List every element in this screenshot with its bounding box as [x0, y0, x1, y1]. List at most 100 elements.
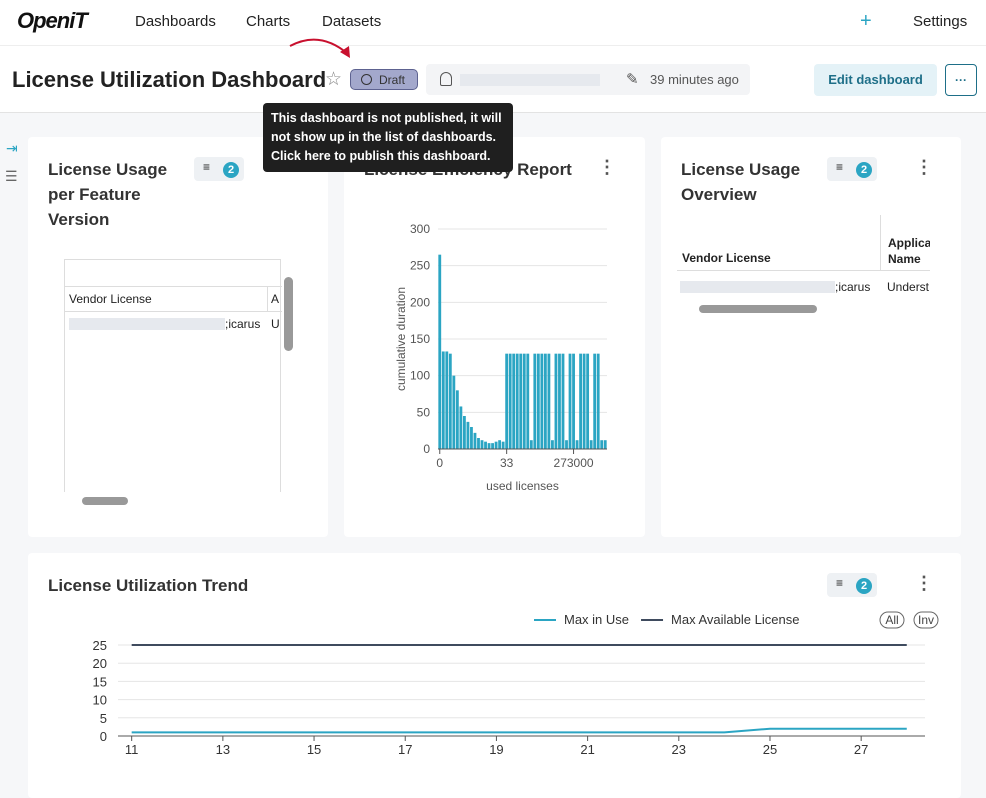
table: Vendor License A ;icarus U [64, 259, 282, 492]
bar [508, 353, 512, 449]
bar [452, 375, 456, 449]
panel: License Usage per Feature Version ≡ 2 Ven… [28, 137, 328, 537]
y-tick-label: 200 [410, 295, 430, 309]
table-cell: ;icarus [225, 317, 261, 331]
bar [473, 432, 477, 449]
y-tick-label: 100 [410, 369, 430, 383]
bar [561, 353, 565, 449]
bar [533, 353, 537, 449]
add-button[interactable]: + [860, 10, 872, 32]
header: License Utilization Dashboard ☆ Draft ✎ … [0, 46, 986, 113]
nav-bar: OpeniT Dashboards Charts Datasets + Sett… [0, 0, 986, 46]
draft-label: Draft [379, 73, 406, 87]
nav-item[interactable]: Datasets [322, 13, 382, 30]
bar [501, 441, 505, 449]
x-tick-label: 21 [580, 742, 594, 757]
bar [547, 353, 551, 449]
panel-menu[interactable]: ⋮ [915, 157, 933, 177]
nav-item[interactable]: Dashboards [135, 13, 216, 30]
table-header: Vendor License [682, 251, 771, 265]
filter-badge[interactable]: ≡ 2 [194, 157, 244, 181]
bar [466, 421, 470, 449]
edit-dashboard-button[interactable]: Edit dashboard [814, 64, 937, 96]
line-chart: 0 5 10 15 20 25 11 13 15 17 19 21 23 25 27 Max in Use Ma… [93, 611, 939, 757]
bar [505, 353, 509, 449]
y-tick-label: 5 [100, 711, 107, 726]
bar [480, 440, 484, 449]
bar [484, 441, 487, 449]
panel-menu[interactable]: ⋮ [915, 573, 933, 593]
expand-icon[interactable]: ⇥ [6, 140, 18, 156]
filter-icon[interactable]: ☰ [5, 168, 18, 184]
bar [487, 443, 491, 449]
x-tick-label: 23 [672, 742, 686, 757]
y-tick-label: 300 [410, 222, 430, 236]
panel-title: License Usage per Feature Version [48, 160, 168, 229]
legend-button[interactable] [913, 611, 939, 629]
bar [462, 416, 466, 449]
bar [441, 351, 445, 449]
filter-badge[interactable]: ≡ 2 [827, 573, 877, 597]
panel: License Usage Overview ≡ 2 ⋮ Vendor Licen… [661, 137, 961, 537]
table-header: Vendor License [69, 292, 152, 306]
table: Vendor License Applica Name ;icarus Unde… [677, 215, 930, 299]
bar [554, 353, 558, 449]
legend-button-label: Inv [918, 613, 934, 627]
user-icon [440, 72, 452, 86]
panel-title: License Usage Overview [681, 160, 801, 204]
v-scrollbar[interactable] [284, 277, 293, 351]
bar [582, 353, 586, 449]
bar [593, 353, 597, 449]
panel-menu[interactable]: ⋮ [598, 157, 616, 177]
h-scrollbar[interactable] [699, 305, 817, 313]
logo[interactable]: OpeniT [17, 8, 88, 33]
bar [529, 440, 533, 449]
blurred-cell [69, 318, 225, 330]
legend-label: Max in Use [564, 612, 629, 627]
legend-button-label: All [885, 613, 898, 627]
legend-label: Max Available License [671, 612, 799, 627]
nav-item[interactable]: Charts [246, 13, 291, 30]
bar [519, 353, 523, 449]
bar [470, 427, 473, 449]
bar [536, 353, 540, 449]
y-tick-label: 50 [417, 405, 431, 419]
modified-time: 39 minutes ago [650, 72, 739, 87]
bar [551, 440, 554, 449]
x-tick-label: 19 [489, 742, 503, 757]
bar [477, 438, 480, 449]
filter-count: 2 [856, 578, 872, 594]
bar [565, 440, 568, 449]
legend-button[interactable] [879, 611, 905, 629]
panel: License Efficiency Report ⋮ 050100150200… [344, 137, 645, 537]
bar [512, 353, 516, 449]
h-scrollbar[interactable] [82, 497, 128, 505]
bar [558, 353, 561, 449]
y-tick-label: 15 [93, 674, 107, 689]
dashboard-title: License Utilization Dashboard [12, 67, 327, 92]
more-button[interactable]: ··· [945, 64, 977, 96]
y-tick-label: 250 [410, 259, 430, 273]
x-tick-label: 13 [216, 742, 230, 757]
x-tick-label: 15 [307, 742, 321, 757]
x-tick-label: 17 [398, 742, 412, 757]
bar [448, 353, 452, 449]
bar [596, 353, 600, 449]
bar [494, 441, 498, 449]
favorite-star[interactable]: ☆ [325, 69, 343, 90]
tooltip[interactable]: This dashboard is not published, it will… [263, 103, 513, 172]
bar [522, 353, 526, 449]
bar [600, 440, 604, 449]
bar [540, 353, 544, 449]
settings-menu[interactable]: Settings [913, 13, 968, 30]
panel: License Utilization Trend ≡ 2 ⋮ 0 5 10 15 20 2… [28, 553, 961, 798]
y-tick-label: 20 [93, 656, 107, 671]
bar [572, 353, 575, 449]
filter-badge[interactable]: ≡ 2 [827, 157, 877, 181]
draft-icon [361, 74, 372, 85]
bar [603, 440, 607, 449]
bar [568, 353, 572, 449]
bar [543, 353, 547, 449]
y-tick-label: 25 [93, 638, 107, 653]
y-tick-label: 0 [423, 442, 430, 456]
